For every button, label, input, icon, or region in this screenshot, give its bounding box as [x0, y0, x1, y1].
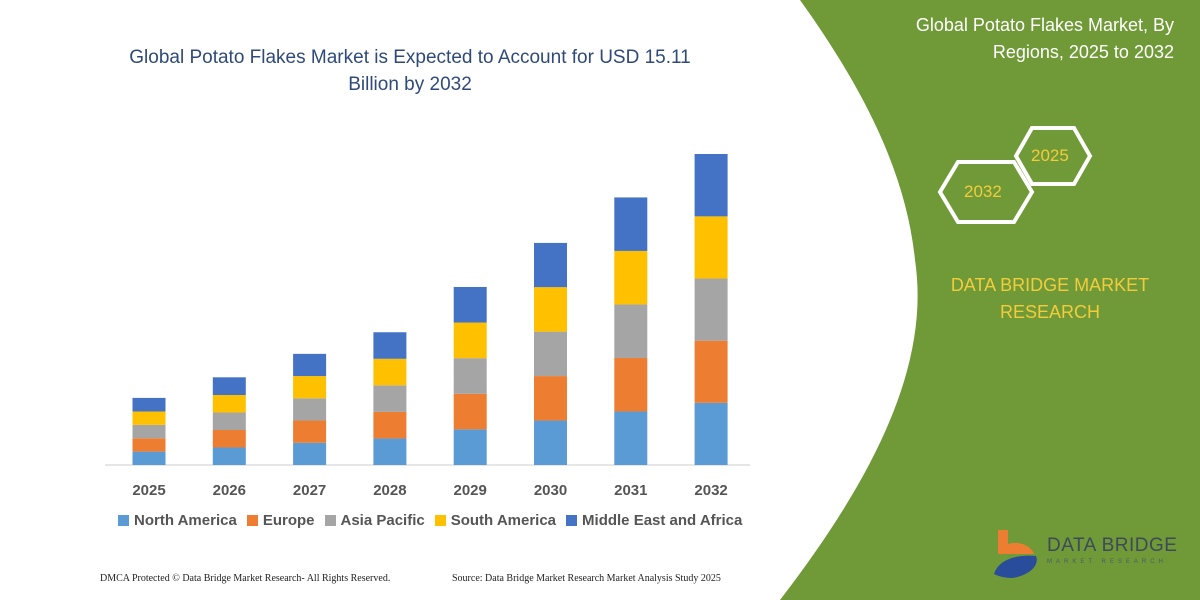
bar-segment — [373, 385, 407, 412]
bar-segment — [614, 357, 648, 412]
legend-item: North America — [118, 512, 237, 529]
bar-segment — [534, 242, 567, 288]
logo-icon — [994, 530, 1037, 578]
bar-segment — [293, 420, 327, 443]
hex-2032-icon — [937, 160, 1035, 224]
legend-swatch — [324, 515, 336, 526]
bar-segment — [614, 411, 648, 465]
legend-label: Middle East and Africa — [582, 512, 743, 529]
logo-name: DATA BRIDGE — [1047, 535, 1178, 556]
bar-segment — [212, 430, 246, 448]
bar-segment — [614, 250, 648, 305]
hex-2032-label: 2032 — [964, 182, 1002, 201]
bar-segment — [694, 402, 728, 465]
footer-copyright: DMCA Protected © Data Bridge Market Rese… — [100, 573, 391, 584]
bar-segment — [293, 376, 327, 399]
bar-segment — [614, 197, 648, 251]
bar-segment — [293, 353, 327, 377]
x-tick-label: 2027 — [293, 482, 326, 499]
bar-segment — [132, 451, 166, 465]
hex-2025-icon — [1013, 126, 1093, 186]
bar-segment — [453, 429, 487, 465]
bar-segment — [453, 322, 487, 359]
legend-item: South America — [434, 512, 557, 529]
legend-label: Asia Pacific — [340, 512, 425, 529]
x-tick-label: 2030 — [534, 482, 567, 499]
stacked-bar-chart: 2025 2026 2027 2028 2029 2030 2031 2032 — [105, 154, 750, 499]
bar-segment — [373, 358, 407, 386]
legend-label: South America — [450, 512, 557, 529]
bar-segment — [132, 438, 166, 452]
bar-segment — [453, 286, 487, 323]
footer-source: Source: Data Bridge Market Research Mark… — [452, 573, 721, 584]
bar-segment — [132, 397, 166, 412]
legend: North America Europe Asia Pacific South … — [118, 512, 742, 529]
bar-segment — [212, 447, 246, 465]
logo-sub: MARKET RESEARCH — [1047, 559, 1167, 565]
bar-segment — [534, 420, 567, 465]
hex-2025-label: 2025 — [1031, 146, 1069, 165]
bar-segment — [534, 376, 567, 421]
legend-label: Europe — [262, 512, 315, 529]
legend-item: Europe — [246, 512, 315, 529]
chart-title: Global Potato Flakes Market is Expected … — [129, 47, 691, 95]
bar-segment — [293, 398, 327, 421]
legend-swatch — [246, 515, 258, 526]
bar-segment — [534, 331, 567, 377]
legend-item: Asia Pacific — [324, 512, 425, 529]
bar-segment — [694, 278, 728, 341]
bar-segment — [212, 395, 246, 413]
x-tick-label: 2031 — [614, 482, 647, 499]
side-title: Global Potato Flakes Market, By Regions,… — [915, 15, 1174, 62]
legend-swatch — [434, 515, 446, 526]
legend-label: North America — [134, 512, 237, 529]
x-tick-label: 2028 — [373, 482, 406, 499]
bar-segment — [373, 438, 407, 465]
bar-segment — [373, 411, 407, 439]
bar-segment — [212, 412, 246, 431]
bar-segment — [212, 377, 246, 396]
x-tick-label: 2026 — [213, 482, 246, 499]
bar-segment — [694, 154, 728, 217]
bar-segment — [694, 216, 728, 279]
bar-segment — [293, 442, 327, 465]
bar-segment — [132, 424, 166, 439]
bar-segment — [373, 332, 407, 359]
x-tick-label: 2032 — [694, 482, 727, 499]
bar-segment — [132, 411, 166, 425]
legend-swatch — [566, 515, 578, 526]
x-tick-label: 2029 — [454, 482, 487, 499]
legend-item: Middle East and Africa — [566, 512, 742, 529]
bar-segment — [694, 340, 728, 403]
brand-text: DATA BRIDGE MARKET RESEARCH — [950, 275, 1150, 322]
bar-segment — [453, 358, 487, 394]
x-tick-label: 2025 — [132, 482, 165, 499]
legend-swatch — [118, 515, 129, 526]
bar-segment — [614, 304, 648, 358]
bar-segment — [534, 287, 567, 332]
bar-segment — [453, 393, 487, 430]
